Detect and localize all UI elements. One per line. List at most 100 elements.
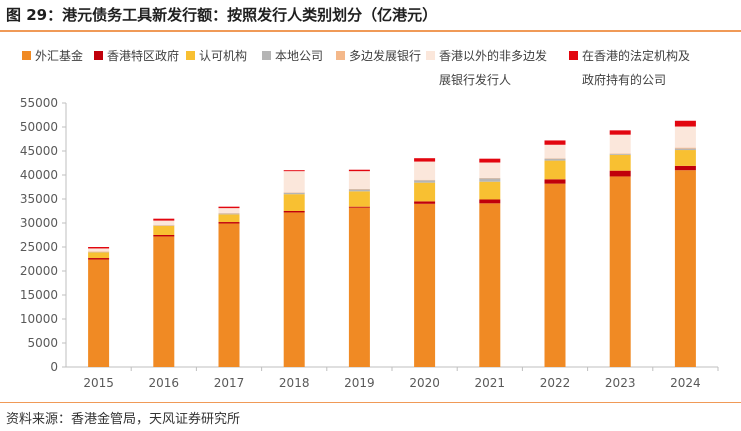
legend-label-1: 香港特区政府	[107, 48, 179, 63]
y-tick-label: 50000	[20, 120, 58, 134]
bar-segment-2018-series-3	[283, 192, 305, 195]
legend-label-3: 本地公司	[275, 49, 323, 63]
chart-axes: 0 5000 10000 15000 20000 25000 30000 35000 40000…	[20, 96, 719, 390]
bar-segment-2018-series-2	[283, 194, 305, 211]
bar-segment-2019-series-0	[348, 207, 370, 367]
bar-segment-2020-series-1	[414, 201, 436, 204]
bar-segment-2023-series-5	[609, 134, 631, 154]
x-tick-label: 2019	[344, 376, 375, 390]
chart-title: 图 29：港元债务工具新发行额：按照发行人类别划分（亿港元）	[6, 6, 438, 24]
y-tick-label: 45000	[20, 144, 58, 158]
x-tick-label: 2016	[149, 376, 180, 390]
bar-segment-2019-series-1	[348, 206, 370, 208]
bar-segment-2015-series-6	[88, 247, 110, 249]
title-divider	[0, 30, 741, 32]
legend-swatch-5	[426, 51, 435, 60]
bar-segment-2020-series-5	[414, 161, 436, 180]
bar-segment-2020-series-6	[414, 158, 436, 162]
bar-segment-2019-series-3	[348, 189, 370, 192]
bar-segment-2016-series-4	[153, 225, 175, 226]
legend-label-0: 外汇基金	[35, 48, 83, 63]
legend-label-4: 多边发展银行	[349, 48, 421, 63]
stacked-bar-chart: 外汇基金 香港特区政府 认可机构 本地公司 多边发展银行 香港以外的非多边发展银行发行人在…	[20, 48, 719, 390]
x-tick-label: 2024	[670, 376, 701, 390]
bar-segment-2017-series-4	[218, 213, 240, 214]
bar-segment-2017-series-2	[218, 214, 240, 223]
bar-segment-2021-series-2	[479, 181, 501, 200]
bar-segment-2023-series-1	[609, 170, 631, 177]
bar-segment-2015-series-1	[88, 258, 110, 260]
y-tick-label: 15000	[20, 288, 58, 302]
y-tick-label: 35000	[20, 192, 58, 206]
legend-label-2: 认可机构	[199, 48, 247, 63]
x-tick-label: 2017	[214, 376, 245, 390]
bar-segment-2017-series-1	[218, 222, 240, 224]
y-tick-label: 25000	[20, 240, 58, 254]
bar-segment-2024-series-4	[674, 147, 696, 149]
bar-segment-2022-series-0	[544, 183, 566, 367]
chart-bars	[88, 120, 696, 367]
bar-segment-2019-series-2	[348, 191, 370, 207]
source-divider	[0, 402, 741, 403]
bar-segment-2021-series-6	[479, 158, 501, 163]
bar-segment-2019-series-4	[348, 188, 370, 190]
bar-segment-2017-series-0	[218, 223, 240, 367]
bar-segment-2018-series-0	[283, 212, 305, 367]
bar-segment-2022-series-5	[544, 144, 566, 159]
legend-label-5: 香港以外的非多边发展银行发行人	[439, 48, 547, 87]
bar-segment-2017-series-3	[218, 213, 240, 215]
bar-segment-2022-series-6	[544, 140, 566, 145]
legend-swatch-3	[262, 51, 271, 60]
bar-segment-2024-series-2	[674, 150, 696, 166]
bar-segment-2021-series-0	[479, 203, 501, 367]
legend-swatch-1	[94, 51, 103, 60]
bar-segment-2023-series-2	[609, 154, 631, 171]
bar-segment-2020-series-2	[414, 182, 436, 202]
bar-segment-2018-series-6	[283, 170, 305, 172]
x-tick-label: 2021	[475, 376, 506, 390]
y-tick-label: 0	[50, 360, 58, 374]
bar-segment-2016-series-1	[153, 235, 175, 237]
bar-segment-2024-series-1	[674, 165, 696, 171]
bar-segment-2020-series-3	[414, 180, 436, 183]
bar-segment-2015-series-0	[88, 259, 110, 367]
bar-segment-2023-series-4	[609, 153, 631, 154]
legend-swatch-6	[569, 51, 578, 60]
bar-segment-2022-series-3	[544, 158, 566, 161]
bar-segment-2024-series-3	[674, 148, 696, 151]
bar-segment-2017-series-6	[218, 206, 240, 209]
bar-segment-2016-series-5	[153, 220, 175, 226]
bar-segment-2020-series-0	[414, 203, 436, 367]
bar-segment-2019-series-5	[348, 171, 370, 189]
bar-segment-2023-series-6	[609, 130, 631, 135]
bar-segment-2016-series-6	[153, 218, 175, 221]
x-tick-label: 2022	[540, 376, 571, 390]
legend-swatch-0	[22, 51, 31, 60]
bar-segment-2018-series-1	[283, 211, 305, 213]
y-tick-label: 10000	[20, 312, 58, 326]
bar-segment-2015-series-5	[88, 248, 110, 252]
bar-segment-2022-series-1	[544, 179, 566, 184]
bar-segment-2015-series-2	[88, 252, 110, 259]
bar-segment-2021-series-3	[479, 178, 501, 182]
bar-segment-2020-series-4	[414, 179, 436, 181]
legend-swatch-4	[336, 51, 345, 60]
bar-segment-2023-series-3	[609, 153, 631, 155]
y-tick-label: 20000	[20, 264, 58, 278]
bar-segment-2022-series-4	[544, 158, 566, 159]
x-tick-label: 2023	[605, 376, 636, 390]
y-tick-label: 40000	[20, 168, 58, 182]
bar-segment-2018-series-5	[283, 171, 305, 193]
legend-label-6: 在香港的法定机构及政府持有的公司	[582, 48, 690, 87]
y-tick-label: 55000	[20, 96, 58, 110]
bar-segment-2024-series-6	[674, 120, 696, 127]
x-tick-label: 2018	[279, 376, 310, 390]
bar-segment-2021-series-5	[479, 162, 501, 178]
x-tick-label: 2020	[409, 376, 440, 390]
bar-segment-2021-series-1	[479, 199, 501, 204]
bar-segment-2017-series-5	[218, 208, 240, 214]
bar-segment-2015-series-4	[88, 251, 110, 253]
bar-segment-2023-series-0	[609, 176, 631, 367]
bar-segment-2024-series-5	[674, 126, 696, 148]
y-tick-label: 30000	[20, 216, 58, 230]
